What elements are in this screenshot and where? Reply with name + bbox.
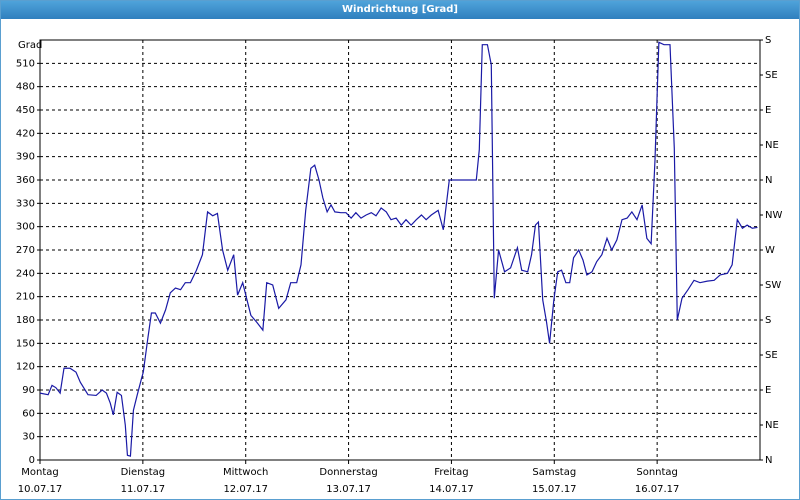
y-tick-label: 510 bbox=[16, 58, 35, 69]
x-tick-sublabel: 16.07.17 bbox=[635, 484, 680, 495]
x-tick-sublabel: 11.07.17 bbox=[121, 484, 166, 495]
y2-tick-label: SW bbox=[765, 280, 781, 291]
y2-tick-label: NE bbox=[765, 140, 779, 151]
y-tick-label: 210 bbox=[16, 292, 35, 303]
y2-tick-label: W bbox=[765, 245, 775, 256]
x-tick-label: Dienstag bbox=[121, 467, 166, 478]
y-tick-label: 240 bbox=[16, 268, 35, 279]
y-tick-label: 390 bbox=[16, 152, 35, 163]
y-axis-label: Grad bbox=[18, 40, 42, 51]
data-line bbox=[39, 41, 758, 457]
x-tick-sublabel: 12.07.17 bbox=[223, 484, 268, 495]
y-tick-label: 300 bbox=[16, 222, 35, 233]
y-tick-label: 30 bbox=[22, 432, 35, 443]
x-tick-sublabel: 15.07.17 bbox=[532, 484, 577, 495]
y2-tick-label: SE bbox=[765, 70, 778, 81]
y-tick-label: 480 bbox=[16, 82, 35, 93]
x-tick-label: Sonntag bbox=[636, 467, 678, 478]
y2-tick-label: S bbox=[765, 315, 771, 326]
x-tick-label: Freitag bbox=[434, 467, 468, 478]
y2-tick-label: NW bbox=[765, 210, 782, 221]
x-tick-sublabel: 10.07.17 bbox=[18, 484, 63, 495]
y-tick-label: 0 bbox=[29, 455, 35, 466]
y-tick-label: 270 bbox=[16, 245, 35, 256]
plot-frame bbox=[39, 39, 761, 461]
y2-tick-label: N bbox=[765, 455, 772, 466]
x-tick-label: Samstag bbox=[532, 467, 576, 478]
x-tick-sublabel: 13.07.17 bbox=[326, 484, 371, 495]
x-tick-label: Montag bbox=[21, 467, 58, 478]
y-tick-label: 360 bbox=[16, 175, 35, 186]
y2-tick-label: NE bbox=[765, 420, 779, 431]
y-tick-label: 420 bbox=[16, 128, 35, 139]
y2-tick-label: E bbox=[765, 385, 771, 396]
y-tick-label: 450 bbox=[16, 105, 35, 116]
title-bar: Windrichtung [Grad] bbox=[1, 1, 799, 19]
x-tick-sublabel: 14.07.17 bbox=[429, 484, 474, 495]
y-tick-label: 150 bbox=[16, 338, 35, 349]
x-tick-label: Mittwoch bbox=[223, 467, 268, 478]
y2-tick-label: SE bbox=[765, 350, 778, 361]
y-tick-label: 120 bbox=[16, 362, 35, 373]
y-tick-label: 90 bbox=[22, 385, 35, 396]
x-tick-label: Donnerstag bbox=[319, 467, 377, 478]
y2-tick-label: N bbox=[765, 175, 772, 186]
y2-tick-label: E bbox=[765, 105, 771, 116]
y-tick-label: 330 bbox=[16, 198, 35, 209]
y2-tick-label: S bbox=[765, 35, 771, 46]
y-tick-label: 60 bbox=[22, 408, 35, 419]
y-tick-label: 180 bbox=[16, 315, 35, 326]
